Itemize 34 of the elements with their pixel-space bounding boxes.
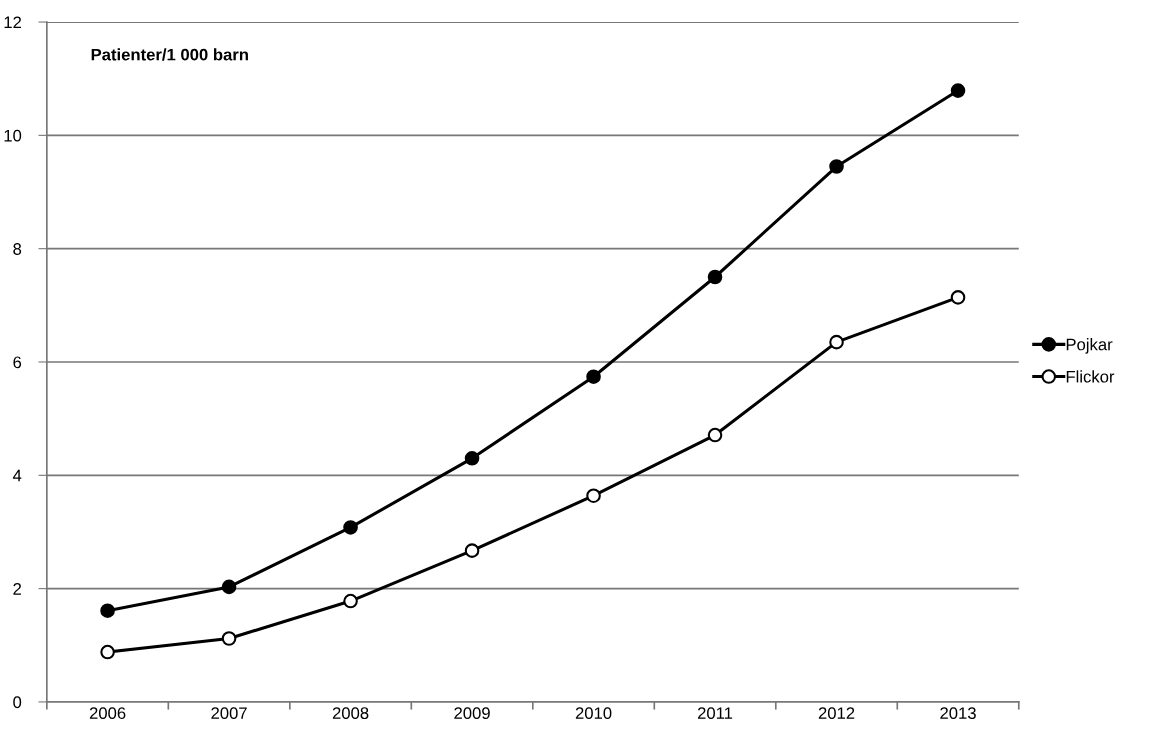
y-tick-label: 12 xyxy=(4,16,22,29)
point xyxy=(950,290,966,305)
point xyxy=(829,159,844,174)
x-tick-label: 2009 xyxy=(454,707,490,720)
y-tick-label: 4 xyxy=(12,469,22,482)
legend-label: Flickor xyxy=(1066,370,1115,383)
y-tick-label: 6 xyxy=(13,356,22,369)
point xyxy=(950,83,966,98)
point xyxy=(100,603,115,618)
point xyxy=(464,543,480,558)
x-tick-label: 2012 xyxy=(818,707,855,720)
x-tick-label: 2008 xyxy=(332,707,369,720)
legend-label: Pojkar xyxy=(1066,338,1113,354)
point xyxy=(343,593,358,609)
y-axis-title: Patienter/1 000 barn xyxy=(91,48,248,61)
x-tick-label: 2006 xyxy=(89,707,126,720)
point xyxy=(100,644,115,660)
x-tick-label: 2013 xyxy=(940,707,976,720)
y-tick-label: 8 xyxy=(13,243,22,255)
x-tick-label: 2010 xyxy=(575,707,612,720)
y-tick-label: 2 xyxy=(13,583,21,595)
point xyxy=(586,369,601,385)
point xyxy=(221,631,237,646)
point xyxy=(343,520,358,535)
x-tick-label: 2011 xyxy=(697,707,733,720)
point xyxy=(221,579,237,595)
point xyxy=(707,269,723,285)
point xyxy=(586,488,601,503)
y-tick-label: 0 xyxy=(13,696,22,709)
point xyxy=(464,451,480,466)
x-tick-label: 2007 xyxy=(211,707,247,720)
y-tick-label: 10 xyxy=(4,129,22,142)
point xyxy=(707,427,723,443)
point xyxy=(829,334,844,350)
